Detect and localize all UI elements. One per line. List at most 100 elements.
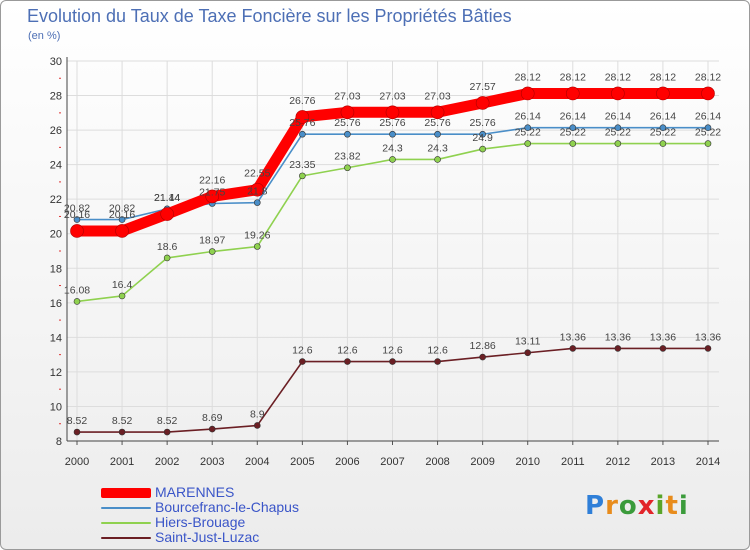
logo-letter: t — [665, 491, 679, 521]
data-label: 12.6 — [337, 345, 358, 357]
x-tick-label: 2005 — [290, 456, 314, 468]
legend-swatch — [101, 536, 151, 539]
legend-label: MARENNES — [155, 484, 235, 500]
y-tick-label: 12 — [50, 367, 62, 379]
legend-label: Saint-Just-Luzac — [155, 529, 260, 545]
legend-swatch — [101, 521, 151, 524]
data-label: 20.16 — [64, 209, 90, 221]
data-label: 23.35 — [289, 159, 315, 171]
data-label: 28.12 — [650, 71, 676, 83]
data-point — [163, 254, 171, 262]
data-label: 27.57 — [470, 81, 496, 93]
data-point — [659, 345, 667, 352]
data-label: 26.76 — [289, 95, 315, 107]
x-tick-label: 2010 — [515, 456, 539, 468]
legend: MARENNES Bourcefranc-le-Chapus Hiers-Broua… — [101, 485, 299, 545]
data-label: 22.55 — [244, 168, 270, 180]
data-label: 20.16 — [109, 209, 135, 221]
data-label: 19.26 — [244, 230, 270, 242]
data-point — [389, 358, 396, 365]
data-label: 16.4 — [112, 279, 133, 291]
data-point — [569, 140, 577, 147]
data-point — [385, 105, 400, 120]
data-point — [434, 156, 441, 163]
data-label: 27.03 — [424, 90, 450, 102]
data-point — [118, 428, 126, 436]
data-label: 26.14 — [560, 111, 586, 123]
data-label: 20.82 — [64, 203, 90, 215]
x-tick-label: 2014 — [696, 456, 720, 468]
data-label: 8.52 — [67, 415, 88, 427]
y-tick-label: 16 — [50, 298, 62, 310]
y-tick-label: 10 — [50, 401, 62, 413]
data-point — [205, 189, 220, 204]
data-label: 27.03 — [334, 90, 360, 102]
data-label: 13.36 — [605, 331, 631, 343]
y-tick-label: 28 — [50, 91, 62, 103]
data-point — [475, 96, 490, 110]
data-label: 25.22 — [515, 127, 541, 139]
data-point — [208, 425, 216, 433]
data-point — [118, 216, 126, 223]
data-label: 28.12 — [605, 71, 631, 83]
legend-item: Bourcefranc-le-Chapus — [101, 500, 299, 515]
legend-label: Hiers-Brouage — [155, 514, 246, 530]
legend-label: Bourcefranc-le-Chapus — [155, 499, 299, 515]
data-label: 28.12 — [560, 71, 586, 83]
legend-swatch — [101, 487, 151, 498]
y-tick-label: 24 — [50, 160, 62, 172]
data-point — [704, 140, 712, 147]
data-point — [340, 105, 355, 120]
x-tick-label: 2013 — [651, 456, 675, 468]
data-point — [659, 140, 667, 147]
data-point — [520, 86, 535, 101]
data-point — [299, 358, 306, 365]
data-label: 24.3 — [427, 142, 448, 154]
data-label: 13.36 — [650, 331, 676, 343]
x-tick-label: 2006 — [335, 456, 359, 468]
legend-item: MARENNES — [101, 485, 299, 500]
data-point — [208, 248, 216, 255]
y-tick-label: 20 — [50, 229, 62, 241]
logo-letter: i — [678, 491, 689, 521]
data-label: 25.76 — [289, 117, 315, 129]
data-point — [569, 124, 577, 131]
data-point — [118, 292, 126, 300]
x-tick-label: 2001 — [110, 456, 134, 468]
y-tick-label: 8 — [56, 436, 62, 448]
data-point — [569, 345, 577, 352]
x-tick-label: 2007 — [380, 456, 404, 468]
data-label: 8.9 — [250, 408, 265, 420]
data-label: 26.14 — [695, 111, 721, 123]
logo-letter: r — [605, 491, 619, 521]
x-tick-labels: 2000 2001 2002 2003 2004 2005 2006 2007 2008 2009… — [65, 456, 720, 468]
data-label: 25.76 — [424, 117, 450, 129]
logo-letter: i — [655, 491, 666, 521]
data-point — [479, 145, 486, 153]
data-label: 12.6 — [427, 345, 448, 357]
data-point — [344, 164, 351, 172]
data-label: 24.3 — [382, 142, 403, 154]
data-label: 13.36 — [560, 331, 586, 343]
data-label: 13.36 — [695, 331, 721, 343]
data-point — [479, 130, 486, 138]
data-point — [73, 428, 81, 436]
legend-swatch — [101, 506, 151, 509]
data-label: 25.76 — [470, 117, 496, 129]
data-point — [344, 130, 351, 138]
data-point — [389, 130, 396, 138]
x-tick-label: 2009 — [470, 456, 494, 468]
y-axis-unit-label: (en %) — [28, 30, 61, 42]
data-point — [430, 105, 445, 120]
data-label: 28.12 — [515, 71, 541, 83]
data-label: 27.03 — [379, 90, 405, 102]
data-label: 21.44 — [154, 192, 180, 204]
data-label: 26.14 — [515, 111, 541, 123]
data-point — [611, 86, 625, 101]
data-point — [704, 345, 712, 352]
data-point — [389, 156, 396, 163]
logo-letter: o — [618, 491, 638, 521]
data-label: 13.11 — [515, 336, 541, 348]
data-point — [344, 358, 351, 365]
